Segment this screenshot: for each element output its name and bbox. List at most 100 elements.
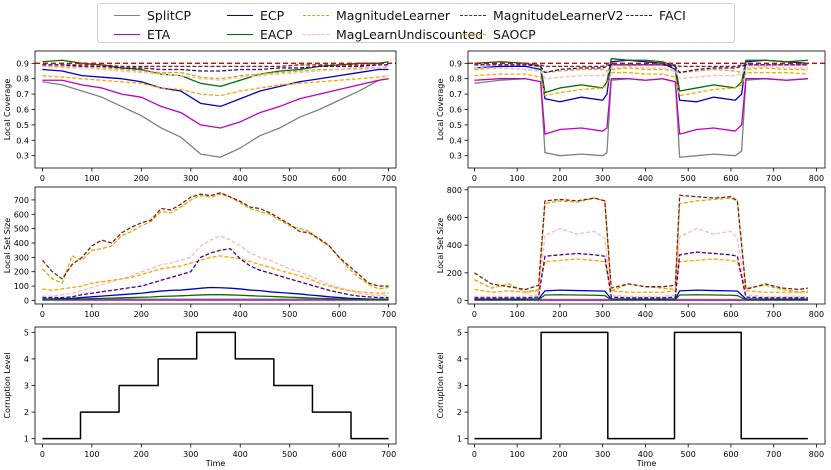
x-tick-label: 100 bbox=[510, 174, 525, 183]
legend-swatch bbox=[460, 33, 486, 35]
y-tick-label: 2 bbox=[457, 408, 462, 417]
legend-entry-ecp: ECP bbox=[227, 7, 284, 23]
legend-entry-magnitudelearner: MagnitudeLearner bbox=[303, 7, 450, 23]
plot-frame bbox=[34, 186, 397, 305]
series-line-eacp bbox=[42, 59, 389, 88]
x-tick-label: 400 bbox=[233, 174, 248, 183]
legend-swatch bbox=[114, 33, 140, 35]
x-axis-label: Time bbox=[205, 459, 226, 468]
series-line-splitcp bbox=[474, 78, 808, 158]
x-tick-label: 500 bbox=[282, 174, 297, 183]
legend-label: ECP bbox=[260, 7, 285, 23]
series-line-corruption bbox=[42, 331, 389, 440]
x-tick-label: 500 bbox=[681, 450, 696, 459]
y-tick-label: 0.9 bbox=[449, 59, 462, 68]
series-line-faci bbox=[474, 64, 808, 74]
y-tick-label: 0.7 bbox=[449, 90, 462, 99]
chart-coverage-left: 0 100 200 300 400 500 600 700 0.3 0.4 0.5 0.6 0.7 0.8… bbox=[3, 50, 397, 183]
y-tick-label: 100 bbox=[14, 282, 29, 291]
series-line-maglearnundiscounted bbox=[42, 65, 389, 81]
y-tick-label: 3 bbox=[24, 382, 29, 391]
x-tick-label: 400 bbox=[638, 310, 653, 319]
legend-swatch bbox=[303, 33, 329, 35]
legend-entry-magnitudelearnerv2: MagnitudeLearnerV2 bbox=[460, 7, 624, 23]
y-tick-label: 800 bbox=[447, 186, 462, 195]
y-tick-label: 300 bbox=[14, 253, 29, 262]
legend-swatch bbox=[227, 14, 253, 16]
x-tick-label: 800 bbox=[809, 174, 824, 183]
legend-entry-eacp: EACP bbox=[227, 26, 293, 42]
chart-setsize-left: 0 100 200 300 400 500 600 700 0 100 200 300 400 500 60… bbox=[3, 186, 397, 319]
legend-label: MagLearnUndiscounted bbox=[336, 26, 484, 42]
legend-swatch bbox=[303, 14, 329, 16]
x-axis-label: Time bbox=[636, 459, 657, 468]
series-line-splitcp bbox=[42, 78, 389, 158]
x-tick-label: 0 bbox=[472, 450, 477, 459]
chart-setsize-right: 0 100 200 300 400 500 600 700 800 0 200 400 600 800 Lo… bbox=[436, 186, 826, 319]
x-tick-label: 300 bbox=[595, 174, 610, 183]
legend-label: EACP bbox=[260, 26, 293, 42]
legend-label: SplitCP bbox=[147, 7, 191, 23]
y-tick-label: 0.4 bbox=[16, 136, 29, 145]
y-tick-label: 400 bbox=[14, 239, 29, 248]
x-tick-label: 0 bbox=[472, 174, 477, 183]
x-tick-label: 200 bbox=[134, 450, 149, 459]
y-tick-label: 0.8 bbox=[449, 75, 462, 84]
y-tick-label: 700 bbox=[14, 196, 29, 205]
x-tick-label: 400 bbox=[233, 450, 248, 459]
x-tick-label: 500 bbox=[681, 174, 696, 183]
series-line-ecp bbox=[42, 286, 389, 300]
y-tick-label: 400 bbox=[447, 241, 462, 250]
x-tick-label: 700 bbox=[766, 174, 781, 183]
plot-frame bbox=[34, 326, 397, 445]
x-tick-label: 100 bbox=[84, 450, 99, 459]
x-tick-label: 300 bbox=[595, 310, 610, 319]
series-line-magnitudelearnerv2 bbox=[474, 194, 809, 291]
y-tick-label: 0.8 bbox=[16, 75, 29, 84]
x-tick-label: 100 bbox=[84, 310, 99, 319]
series-line-magnitudelearnerv2 bbox=[41, 192, 389, 287]
x-tick-label: 300 bbox=[183, 174, 198, 183]
x-tick-label: 400 bbox=[638, 450, 653, 459]
x-tick-label: 300 bbox=[183, 310, 198, 319]
series-line-magnitudelearner bbox=[41, 193, 389, 290]
series-line-saocp bbox=[42, 255, 389, 294]
y-tick-label: 0.6 bbox=[16, 106, 29, 115]
x-tick-label: 100 bbox=[510, 450, 525, 459]
y-axis-label: Local Coverage bbox=[3, 79, 12, 141]
series-line-magnitudelearner bbox=[474, 67, 808, 74]
y-tick-label: 0.4 bbox=[449, 136, 462, 145]
x-tick-label: 0 bbox=[40, 450, 45, 459]
x-tick-label: 600 bbox=[331, 450, 346, 459]
y-tick-label: 2 bbox=[24, 408, 29, 417]
y-axis-label: Local Coverage bbox=[436, 79, 445, 141]
y-tick-label: 600 bbox=[14, 210, 29, 219]
plot-area bbox=[474, 194, 809, 301]
legend-entry-splitcp: SplitCP bbox=[114, 7, 191, 23]
x-tick-label: 200 bbox=[134, 310, 149, 319]
y-tick-label: 0.3 bbox=[449, 152, 462, 161]
legend-label: SAOCP bbox=[493, 26, 536, 42]
legend-label: ETA bbox=[147, 26, 171, 42]
y-tick-label: 1 bbox=[24, 435, 29, 444]
series-line-faci bbox=[474, 251, 808, 299]
x-tick-label: 600 bbox=[723, 174, 738, 183]
x-tick-label: 200 bbox=[552, 310, 567, 319]
x-tick-label: 300 bbox=[183, 450, 198, 459]
y-axis-label: Local Set Size bbox=[436, 218, 445, 273]
y-tick-label: 0.7 bbox=[16, 90, 29, 99]
x-tick-label: 800 bbox=[809, 450, 824, 459]
x-tick-label: 700 bbox=[766, 450, 781, 459]
x-tick-label: 600 bbox=[723, 450, 738, 459]
series-line-eacp bbox=[474, 58, 808, 94]
y-tick-label: 5 bbox=[457, 328, 462, 337]
x-tick-label: 0 bbox=[40, 174, 45, 183]
x-tick-label: 100 bbox=[510, 310, 525, 319]
legend-swatch bbox=[114, 14, 140, 16]
legend-entry-eta: ETA bbox=[114, 26, 170, 42]
y-tick-label: 3 bbox=[457, 382, 462, 391]
plot-area bbox=[35, 59, 396, 158]
x-tick-label: 600 bbox=[331, 174, 346, 183]
series-line-saocp bbox=[474, 258, 808, 293]
series-line-eta bbox=[474, 78, 808, 135]
